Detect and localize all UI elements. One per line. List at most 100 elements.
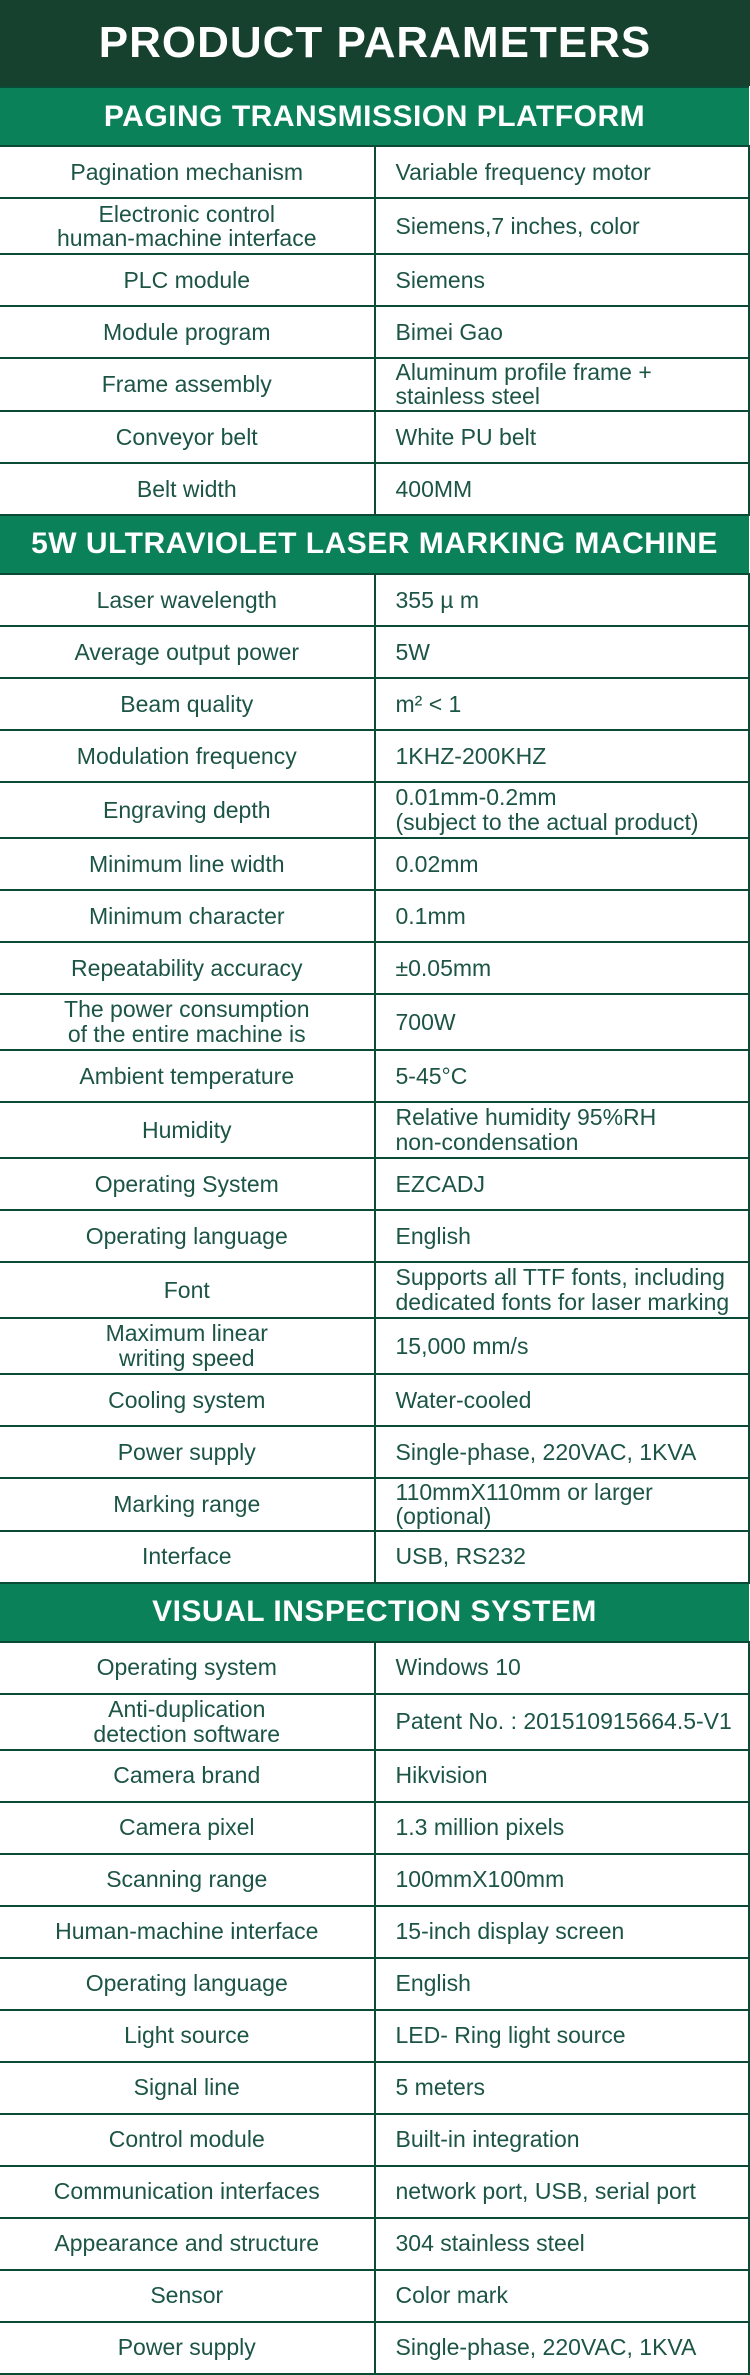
- table-row: Operating system Windows 10: [0, 1641, 750, 1695]
- param-value: 1.3 million pixels: [374, 1801, 750, 1855]
- param-value: 700W: [374, 993, 750, 1051]
- section-title: 5W ULTRAVIOLET LASER MARKING MACHINE: [0, 513, 749, 575]
- table-row: Pagination mechanism Variable frequency m…: [0, 146, 750, 199]
- table-row: Signal line 5 meters: [0, 2061, 750, 2115]
- param-label: Humidity: [0, 1101, 376, 1159]
- table-row: Ambient temperature 5-45°C: [0, 1049, 750, 1103]
- param-value: network port, USB, serial port: [374, 2165, 750, 2219]
- param-value: Patent No. : 201510915664.5-V1: [374, 1693, 750, 1751]
- param-label: Conveyor belt: [0, 410, 376, 464]
- param-label: Ambient temperature: [0, 1049, 376, 1103]
- section-header-row: 5W ULTRAVIOLET LASER MARKING MACHINE: [0, 513, 749, 575]
- table-row: Power supply Single-phase, 220VAC, 1KVA: [0, 1425, 750, 1479]
- param-label: Camera brand: [0, 1749, 376, 1803]
- param-label: Control module: [0, 2113, 376, 2167]
- param-label: Scanning range: [0, 1853, 376, 1907]
- table-row: Engraving depth 0.01mm-0.2mm (subject to …: [0, 781, 750, 839]
- param-value: Variable frequency motor: [374, 146, 750, 199]
- param-value: 0.02mm: [374, 837, 750, 891]
- param-value: 5 meters: [374, 2061, 750, 2115]
- param-label: PLC module: [0, 254, 376, 307]
- table-row: Electronic control human-machine interfa…: [0, 198, 750, 255]
- param-value: White PU belt: [374, 410, 750, 464]
- param-value: Siemens: [374, 254, 750, 307]
- param-label: Operating System: [0, 1157, 376, 1211]
- table-row: Minimum line width 0.02mm: [0, 837, 750, 891]
- table-row: Modulation frequency 1KHZ-200KHZ: [0, 729, 750, 783]
- table-row: Frame assembly Aluminum profile frame + s…: [0, 358, 750, 412]
- param-label: Engraving depth: [0, 781, 376, 839]
- table-row: Operating language English: [0, 1957, 750, 2011]
- parameters-table: PAGING TRANSMISSION PLATFORM Pagination m…: [0, 86, 750, 2375]
- param-label: Cooling system: [0, 1373, 376, 1427]
- param-label: Minimum line width: [0, 837, 376, 891]
- param-label: Laser wavelength: [0, 573, 376, 627]
- table-row: Human-machine interface 15-inch display s…: [0, 1905, 750, 1959]
- param-label: The power consumption of the entire mach…: [0, 993, 376, 1051]
- param-value: 0.01mm-0.2mm (subject to the actual prod…: [374, 781, 750, 839]
- table-row: Laser wavelength 355 µ m: [0, 573, 750, 627]
- param-value: Windows 10: [374, 1641, 750, 1695]
- param-value: 5-45°C: [374, 1049, 750, 1103]
- table-row: Conveyor belt White PU belt: [0, 410, 750, 464]
- table-row: Camera pixel 1.3 million pixels: [0, 1801, 750, 1855]
- table-row: Maximum linear writing speed 15,000 mm/s: [0, 1317, 750, 1375]
- table-row: Operating System EZCADJ: [0, 1157, 750, 1211]
- table-row: Sensor Color mark: [0, 2269, 750, 2323]
- param-label: Power supply: [0, 1425, 376, 1479]
- param-value: 400MM: [374, 462, 750, 516]
- param-label: Module program: [0, 306, 376, 359]
- param-label: Operating language: [0, 1957, 376, 2011]
- table-row: Repeatability accuracy ±0.05mm: [0, 941, 750, 995]
- param-value: 5W: [374, 625, 750, 679]
- param-value: 15-inch display screen: [374, 1905, 750, 1959]
- table-row: Interface USB, RS232: [0, 1530, 750, 1584]
- param-value: English: [374, 1957, 750, 2011]
- param-label: Light source: [0, 2009, 376, 2063]
- param-label: Repeatability accuracy: [0, 941, 376, 995]
- param-value: 15,000 mm/s: [374, 1317, 750, 1375]
- param-value: Siemens,7 inches, color: [374, 198, 750, 255]
- param-label: Modulation frequency: [0, 729, 376, 783]
- param-label: Belt width: [0, 462, 376, 516]
- table-row: Humidity Relative humidity 95%RH non-cond…: [0, 1101, 750, 1159]
- param-label: Pagination mechanism: [0, 146, 376, 199]
- table-row: Beam quality m² < 1: [0, 677, 750, 731]
- table-row: Cooling system Water-cooled: [0, 1373, 750, 1427]
- table-row: Module program Bimei Gao: [0, 306, 750, 359]
- param-value: m² < 1: [374, 677, 750, 731]
- param-label: Maximum linear writing speed: [0, 1317, 376, 1375]
- param-value: EZCADJ: [374, 1157, 750, 1211]
- param-label: Communication interfaces: [0, 2165, 376, 2219]
- param-value: Bimei Gao: [374, 306, 750, 359]
- param-label: Frame assembly: [0, 358, 376, 412]
- param-value: ±0.05mm: [374, 941, 750, 995]
- table-row: The power consumption of the entire mach…: [0, 993, 750, 1051]
- param-value: 0.1mm: [374, 889, 750, 943]
- param-value: 100mmX100mm: [374, 1853, 750, 1907]
- section-title: PAGING TRANSMISSION PLATFORM: [0, 86, 749, 147]
- parameters-table-body: PAGING TRANSMISSION PLATFORM Pagination m…: [0, 86, 750, 2375]
- param-value: Single-phase, 220VAC, 1KVA: [374, 1425, 750, 1479]
- page-title-bar: PRODUCT PARAMETERS: [0, 0, 750, 86]
- param-value: Water-cooled: [374, 1373, 750, 1427]
- table-row: Scanning range 100mmX100mm: [0, 1853, 750, 1907]
- table-row: Power supply Single-phase, 220VAC, 1KVA: [0, 2321, 750, 2375]
- table-row: Marking range 110mmX110mm or larger (opti…: [0, 1477, 750, 1532]
- table-row: Operating language English: [0, 1209, 750, 1263]
- table-row: Light source LED- Ring light source: [0, 2009, 750, 2063]
- param-value: Color mark: [374, 2269, 750, 2323]
- table-row: Camera brand Hikvision: [0, 1749, 750, 1803]
- param-label: Camera pixel: [0, 1801, 376, 1855]
- param-value: Single-phase, 220VAC, 1KVA: [374, 2321, 750, 2375]
- param-value: Built-in integration: [374, 2113, 750, 2167]
- param-label: Average output power: [0, 625, 376, 679]
- param-value: Supports all TTF fonts, including dedica…: [374, 1261, 750, 1319]
- section-header-row: PAGING TRANSMISSION PLATFORM: [0, 86, 749, 147]
- table-row: Average output power 5W: [0, 625, 750, 679]
- param-label: Signal line: [0, 2061, 376, 2115]
- param-label: Operating system: [0, 1641, 376, 1695]
- param-label: Power supply: [0, 2321, 376, 2375]
- page-title: PRODUCT PARAMETERS: [98, 18, 652, 67]
- table-row: Communication interfaces network port, US…: [0, 2165, 750, 2219]
